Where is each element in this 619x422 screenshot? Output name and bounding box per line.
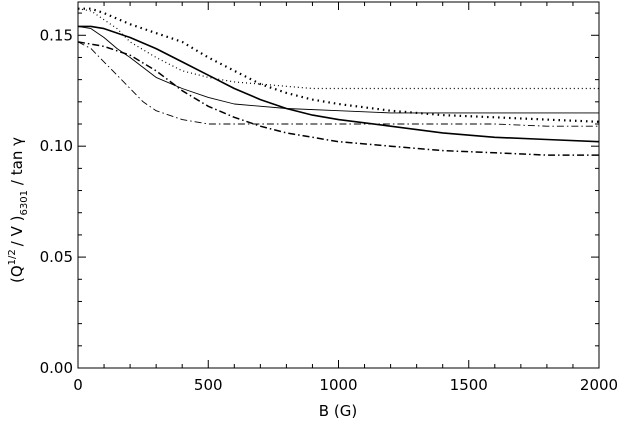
series-line-dotted-thick (78, 7, 600, 123)
x-tick-label: 0 (73, 376, 83, 394)
y-tick-label: 0.05 (40, 248, 73, 266)
y-axis-title-exponent: 1/2 (7, 249, 18, 265)
series-line-dashdot-thin (77, 41, 599, 127)
x-axis-title: B (G) (319, 402, 357, 420)
y-axis-ticks: 0.00 0.05 0.10 0.15 (40, 12, 599, 377)
x-tick-label: 2000 (580, 376, 618, 394)
series-line-dashdot-thick (77, 41, 599, 156)
series-lines (77, 7, 600, 156)
y-axis-title-subscript: 6301 (19, 190, 30, 215)
plot-border (77, 1, 600, 369)
plot-frame (77, 1, 600, 369)
x-tick-label: 500 (194, 376, 223, 394)
y-axis-title-prefix: (Q (8, 265, 26, 283)
y-tick-label: 0.15 (40, 26, 73, 44)
y-axis-title-middle: / V ) (8, 216, 26, 247)
x-tick-label: 1000 (319, 376, 357, 394)
series-line-solid-thick (78, 25, 600, 143)
y-tick-label: 0.10 (40, 137, 73, 155)
series-line-solid-thin (77, 25, 599, 114)
x-axis-ticks: 0 500 1000 1500 2000 (73, 2, 618, 394)
y-tick-label: 0.00 (40, 359, 73, 377)
x-tick-label: 1500 (450, 376, 488, 394)
y-axis-title-suffix: / tan γ (8, 137, 26, 185)
y-axis-title: (Q1/2 / V )6301 / tan γ (7, 137, 30, 283)
